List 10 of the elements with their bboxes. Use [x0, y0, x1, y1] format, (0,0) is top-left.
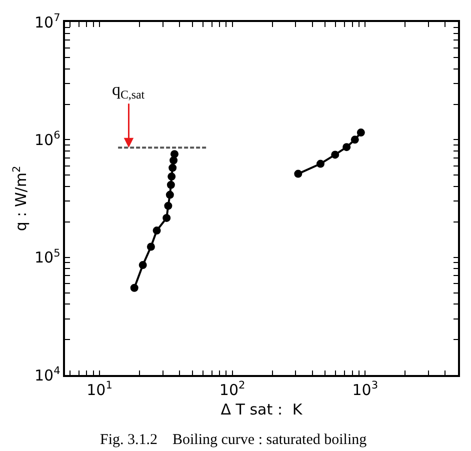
x-axis-title: Δ T sat： K: [220, 400, 304, 418]
caption: Fig. 3.1.2 Boiling curve : saturated boiling: [100, 432, 368, 448]
x-tick-label: 10$^{3}$: [352, 379, 378, 399]
y-tick-label: 10$^{6}$: [34, 130, 61, 149]
x-tick-label: 10$^{1}$: [86, 379, 112, 399]
y-tick-label: 10$^{5}$: [34, 247, 60, 267]
annotation: q$_{C,sat}$: [112, 80, 146, 102]
y-tick-label: 10$^{4}$: [34, 364, 61, 384]
x-tick-label: 10$^{2}$: [219, 379, 246, 399]
y-tick-label: 10$^{7}$: [34, 12, 60, 32]
